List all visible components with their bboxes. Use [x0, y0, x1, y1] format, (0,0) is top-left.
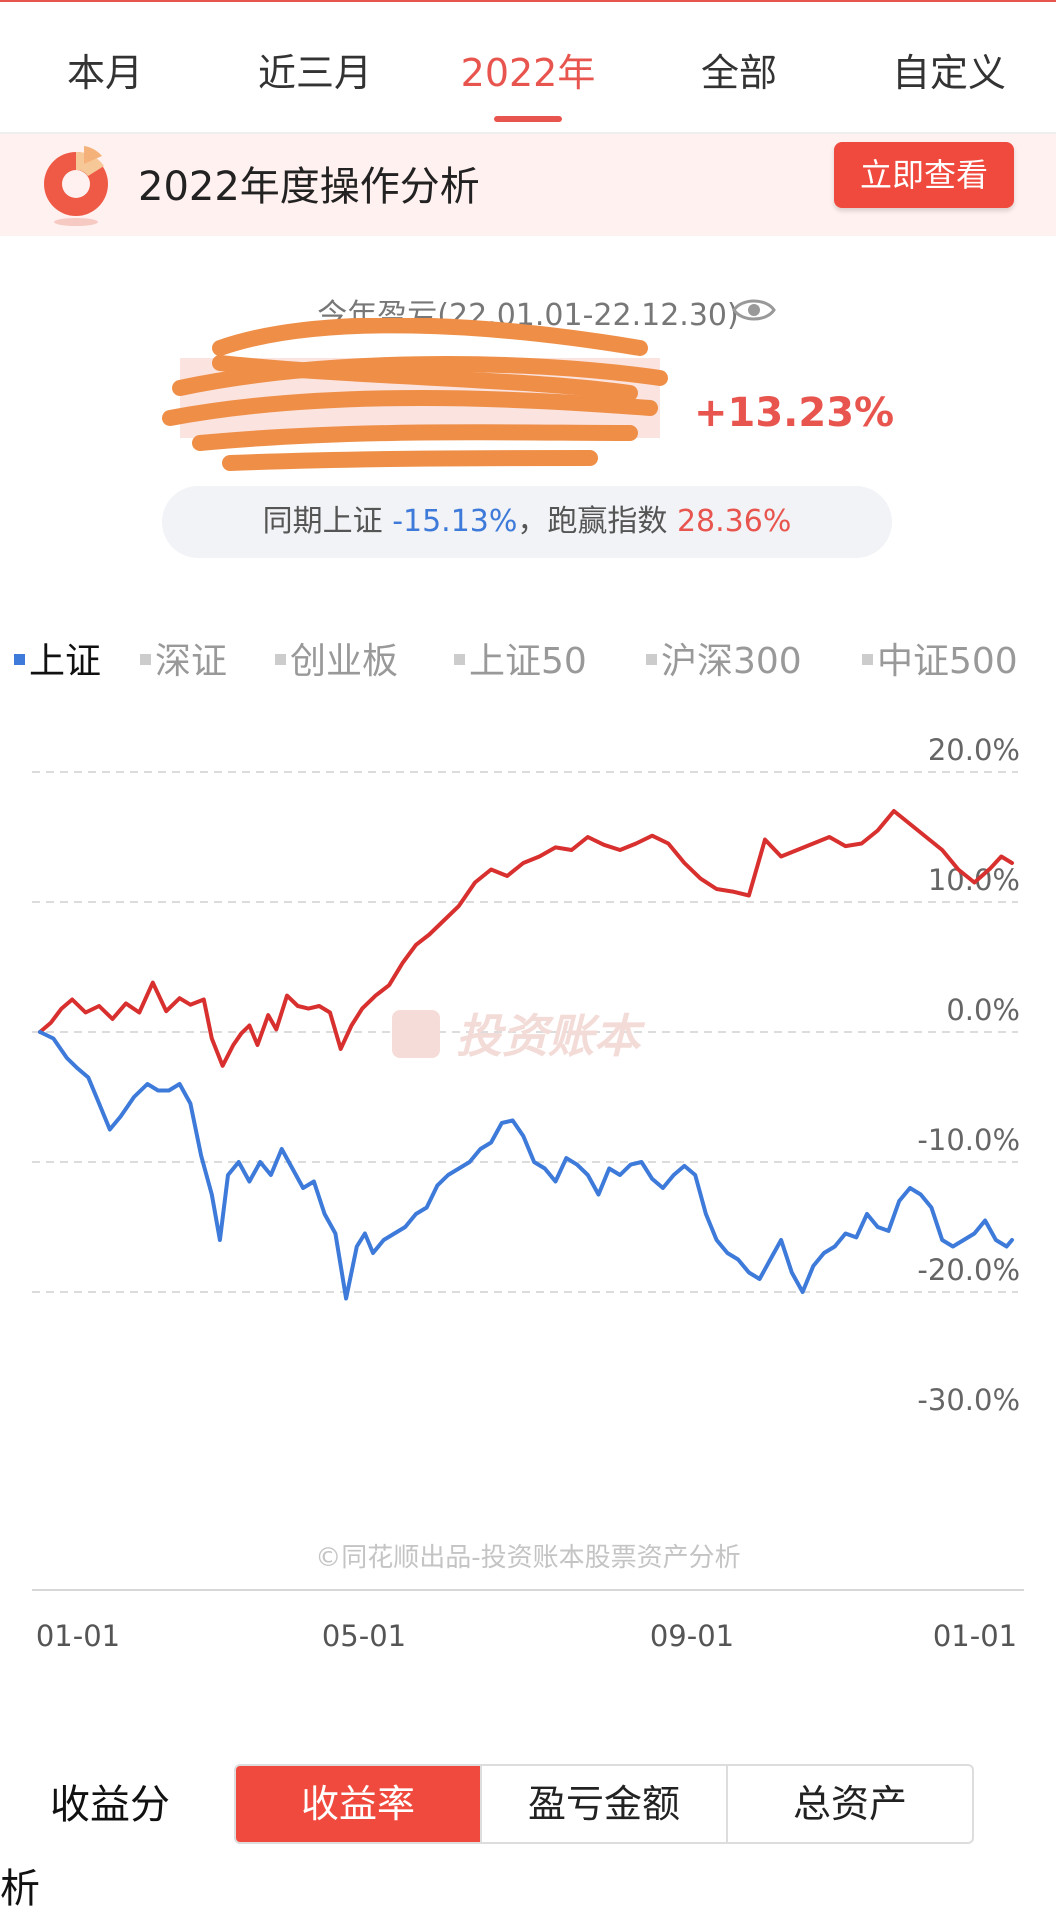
chart-footer: ©同花顺出品-投资账本股票资产分析 — [315, 1543, 740, 1573]
y-axis-ticks: 20.0%10.0%0.0%-10.0%-20.0%-30.0% — [917, 733, 1020, 1417]
x-axis-ticks: 01-01 05-01 09-01 01-01 — [36, 1619, 1017, 1653]
legend-label: 创业板 — [290, 641, 399, 682]
outperform-value: 28.36% — [676, 504, 792, 539]
legend-marker — [862, 653, 873, 665]
tab-all[interactable]: 全部 — [700, 51, 777, 95]
y-tick-label: -10.0% — [917, 1123, 1020, 1157]
watermark-text: 投资账本 — [456, 1009, 646, 1063]
legend-marker — [454, 653, 465, 665]
legend-item-csi300[interactable]: 沪深300 — [646, 632, 802, 684]
tab-year-2022[interactable]: 2022年 — [460, 51, 596, 95]
legend-marker — [646, 653, 657, 665]
top-accent-line — [0, 0, 1056, 2]
index-comparison: 同期上证 -15.13%，跑赢指数 28.36% — [162, 486, 892, 558]
legend-marker — [140, 653, 151, 665]
y-tick-label: 0.0% — [946, 993, 1020, 1027]
x-tick-label: 01-01 — [933, 1619, 1017, 1653]
segment-divider — [480, 1766, 482, 1842]
y-tick-label: -20.0% — [917, 1253, 1020, 1287]
index-return: -15.13% — [392, 504, 518, 539]
legend-label: 上证50 — [469, 641, 587, 682]
view-now-button[interactable]: 立即查看 — [834, 142, 1014, 208]
tab-custom[interactable]: 自定义 — [891, 51, 1006, 95]
annual-analysis-banner[interactable]: 2022年度操作分析 立即查看 — [0, 134, 1056, 236]
legend-label: 深证 — [155, 641, 228, 682]
shanghai-index-line — [38, 1030, 1014, 1301]
y-tick-label: 20.0% — [928, 733, 1020, 767]
active-tab-indicator — [494, 116, 562, 122]
segment-total-assets[interactable]: 总资产 — [792, 1782, 907, 1826]
y-tick-label: -30.0% — [917, 1383, 1020, 1417]
outperform-label: ，跑赢指数 — [517, 504, 668, 539]
legend-item-shenzhen[interactable]: 深证 — [140, 632, 227, 684]
watermark-logo — [392, 1010, 440, 1058]
eye-icon[interactable] — [732, 296, 776, 324]
analysis-segment-control: 收益率 盈亏金额 总资产 — [234, 1764, 974, 1844]
segment-profit-amount[interactable]: 盈亏金额 — [527, 1782, 680, 1826]
legend-label: 中证500 — [877, 641, 1018, 682]
period-tabs: 本月 近三月 2022年 全部 自定义 — [0, 2, 1056, 134]
legend-marker — [275, 653, 286, 665]
segment-title: 收益分 — [50, 1782, 170, 1828]
legend-label: 沪深300 — [661, 641, 802, 682]
chart-series — [38, 809, 1014, 1301]
banner-title: 2022年度操作分析 — [138, 164, 480, 210]
redacted-amount-scribble — [162, 318, 668, 471]
x-tick-label: 09-01 — [650, 1619, 734, 1653]
tab-last-three-months[interactable]: 近三月 — [257, 51, 372, 95]
x-tick-label: 05-01 — [322, 1619, 406, 1653]
segment-title-wrap: 析 — [0, 1866, 40, 1912]
tab-this-month[interactable]: 本月 — [66, 51, 143, 95]
chart-gridlines — [32, 771, 1018, 1293]
legend-item-shanghai[interactable]: 上证 — [14, 632, 101, 684]
legend-item-sse50[interactable]: 上证50 — [454, 632, 587, 684]
segment-return-rate[interactable]: 收益率 — [236, 1766, 480, 1842]
pie-chart-icon — [44, 146, 108, 226]
return-line-chart: 20.0%10.0%0.0%-10.0%-20.0%-30.0% 投资账本 ©同… — [32, 733, 1024, 1653]
portfolio-return-line — [38, 809, 1014, 1068]
profit-percentage: +13.23% — [694, 390, 895, 436]
index-legend: 上证 深证 创业板 上证50 沪深300 中证500 — [0, 632, 1056, 692]
compare-prefix: 同期上证 — [262, 504, 383, 539]
segment-divider — [726, 1766, 728, 1842]
legend-item-chinext[interactable]: 创业板 — [275, 632, 398, 684]
legend-label: 上证 — [29, 641, 102, 682]
chart-watermark: 投资账本 — [392, 1009, 646, 1063]
legend-item-csi500[interactable]: 中证500 — [862, 632, 1018, 684]
legend-marker — [14, 653, 25, 665]
x-tick-label: 01-01 — [36, 1619, 120, 1653]
